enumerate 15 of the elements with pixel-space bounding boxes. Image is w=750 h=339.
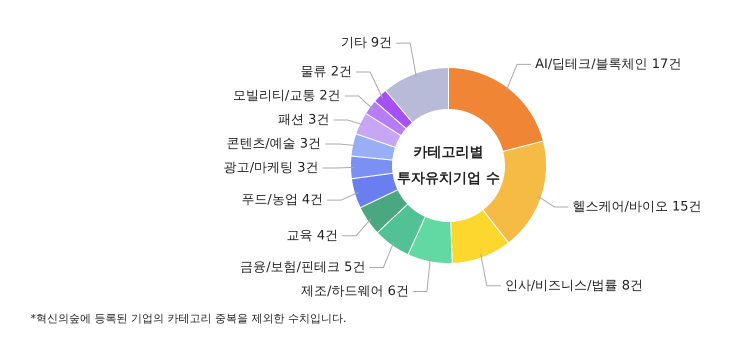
slice-label: 푸드/농업 4건 — [241, 192, 324, 208]
slice-label: 모빌리티/교통 2건 — [232, 88, 341, 104]
slice-label: 기타 9건 — [340, 36, 392, 51]
slice-label: 금융/보험/핀테크 5건 — [240, 260, 366, 275]
slice-label: 헬스케어/바이오 15건 — [572, 199, 702, 214]
slice-label: 제조/하드웨어 6건 — [301, 284, 409, 299]
slice-label: 패션 3건 — [278, 112, 330, 128]
text: 카테고리별 투자유치기업 수 — [397, 144, 500, 186]
slice-label: 인사/비즈니스/법률 8건 — [504, 278, 643, 294]
slice-label: 교육 4건 — [286, 228, 338, 244]
slice-label: 물류 2건 — [300, 64, 352, 80]
text: *혁신의숲에 등록된 기업의 카테고리 중복을 제외한 수치입니다. — [30, 312, 346, 325]
slice-label: 광고/마케팅 3건 — [224, 160, 319, 176]
slice-label: 콘텐츠/예술 3건 — [226, 136, 322, 152]
slice-label: AI/딥테크/블록체인 17건 — [535, 56, 682, 72]
